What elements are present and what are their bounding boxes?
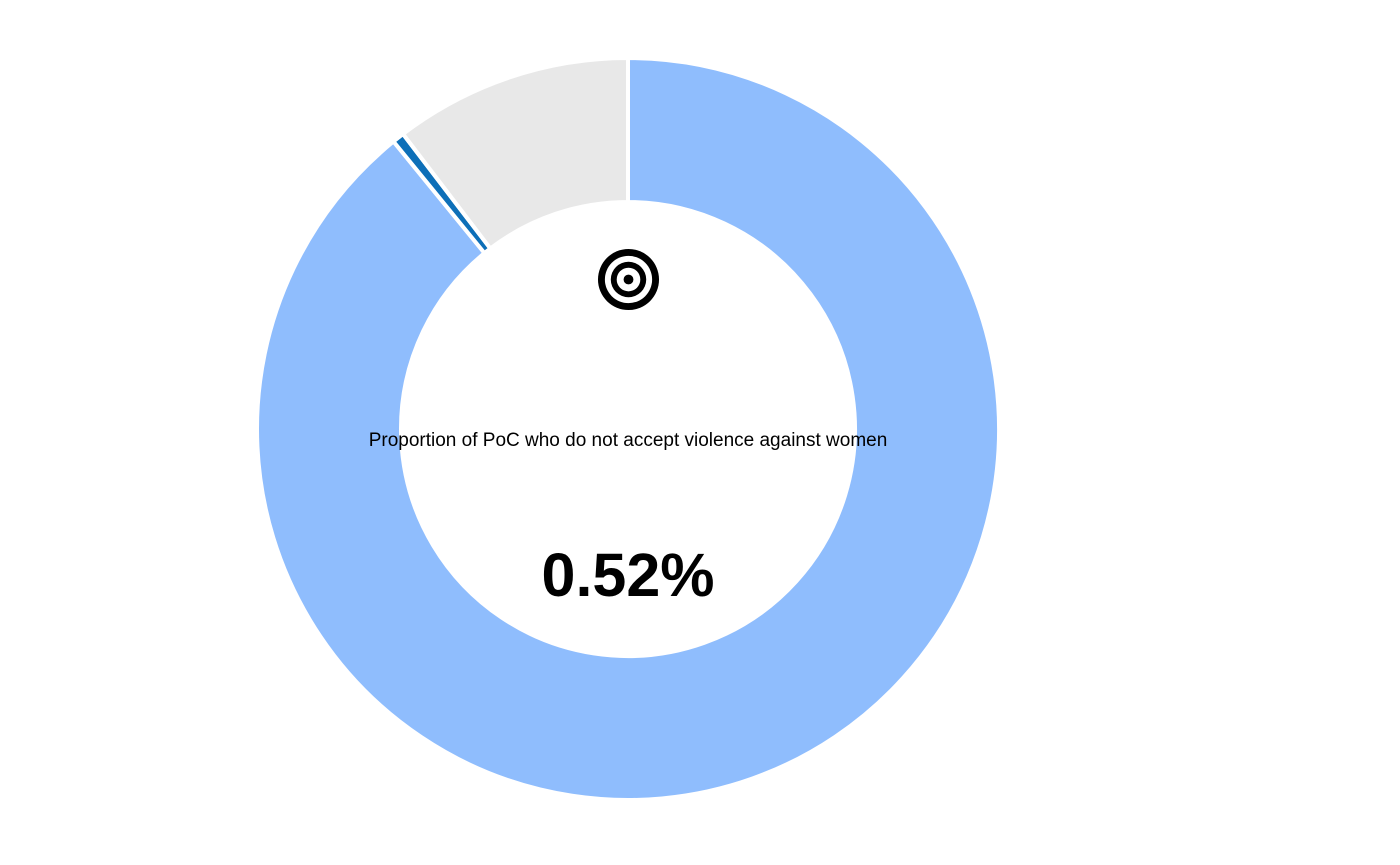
- center-value: 0.52%: [541, 541, 715, 609]
- donut-slice-1: [255, 55, 1001, 802]
- center-caption: Proportion of PoC who do not accept viol…: [368, 430, 888, 451]
- target-icon: [597, 248, 660, 311]
- donut-slice-3: [400, 55, 630, 252]
